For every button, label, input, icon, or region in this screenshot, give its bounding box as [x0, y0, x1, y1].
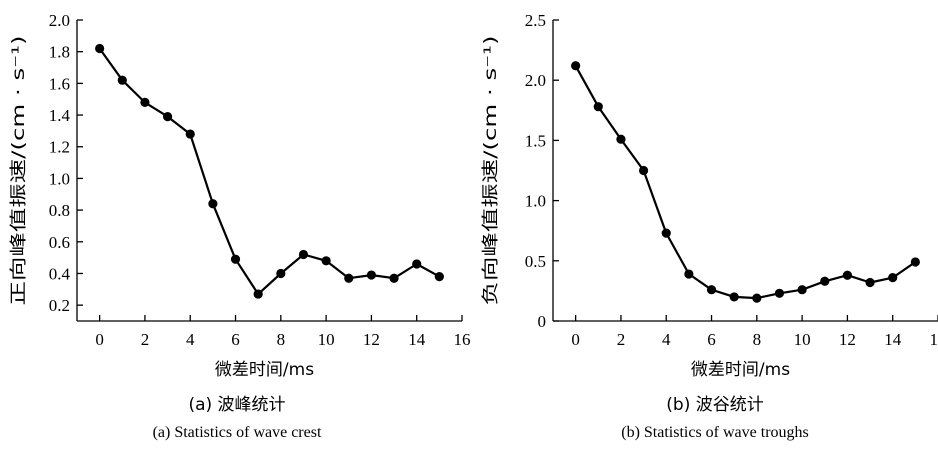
y-tick-label: 1.6 — [49, 74, 70, 93]
y-tick-label: 1.0 — [525, 192, 546, 211]
y-tick-label: 1.2 — [49, 138, 70, 157]
y-tick-label: 0.5 — [525, 252, 546, 271]
x-tick-label: 6 — [707, 330, 716, 349]
y-tick-label: 0.4 — [49, 264, 71, 283]
x-tick-label: 6 — [231, 330, 240, 349]
x-tick-label: 8 — [753, 330, 762, 349]
data-point — [389, 273, 399, 283]
y-tick-label: 0 — [538, 312, 547, 331]
y-tick-label: 1.5 — [525, 131, 546, 150]
y-tick-label: 1.4 — [49, 106, 71, 125]
data-point — [616, 134, 626, 144]
y-tick-label: 2.0 — [49, 11, 70, 30]
y-tick-label: 2.0 — [525, 71, 546, 90]
panel-wave-crest: 0.2 0.4 0.6 0.8 1.0 1.2 1.4 1.6 1.8 2.0 0 2 4 6 8 10 12 1… — [9, 11, 471, 441]
data-point — [117, 75, 127, 85]
x-tick-label: 10 — [318, 330, 335, 349]
data-point — [298, 249, 309, 260]
data-point — [593, 102, 603, 112]
data-point — [162, 112, 173, 122]
data-point — [434, 272, 444, 282]
x-tick-label: 14 — [884, 330, 902, 349]
y-tick-label: 0.8 — [49, 201, 70, 220]
data-point — [684, 269, 694, 279]
x-tick-label: 8 — [277, 330, 286, 349]
x-tick-label: 12 — [363, 330, 380, 349]
data-point — [185, 129, 195, 139]
data-point — [706, 285, 717, 295]
data-point — [366, 270, 377, 280]
data-point — [820, 276, 830, 286]
x-tick-label: 0 — [95, 330, 104, 349]
caption-cn: (a) 波峰统计 — [188, 395, 285, 415]
data-point — [661, 228, 671, 238]
x-tick-label: 14 — [408, 330, 426, 349]
x-axis-label: 微差时间/ms — [691, 360, 790, 380]
data-point — [638, 165, 649, 176]
y-axis-label: 负向峰值振速/(cm · s⁻¹) — [481, 36, 501, 306]
data-point — [842, 270, 853, 280]
y-tick-label: 1.0 — [49, 169, 70, 188]
data-point — [865, 277, 875, 288]
y-tick-label: 0.6 — [49, 233, 70, 252]
data-point — [140, 97, 150, 107]
x-tick-label: 16 — [930, 330, 938, 349]
data-point — [95, 43, 105, 54]
x-tick-label: 16 — [454, 330, 471, 349]
data-point — [344, 273, 354, 283]
x-tick-label: 10 — [794, 330, 811, 349]
data-point — [774, 288, 785, 298]
y-tick-label: 0.2 — [49, 296, 70, 315]
data-point — [276, 268, 286, 279]
data-point — [412, 259, 422, 269]
y-tick-label: 2.5 — [525, 11, 546, 30]
data-point — [571, 61, 581, 71]
data-point — [208, 199, 218, 209]
y-axis-label: 正向峰值振速/(cm · s⁻¹) — [9, 36, 29, 306]
caption-cn: (b) 波谷统计 — [666, 395, 763, 415]
x-axis-label: 微差时间/ms — [215, 360, 314, 380]
data-point — [910, 257, 920, 267]
x-tick-label: 4 — [186, 330, 195, 349]
panel-wave-troughs: 0 0.5 1.0 1.5 2.0 2.5 0 2 4 6 8 10 12 14 16 微差时间/ms 负向峰值… — [481, 11, 938, 441]
y-tick-label: 1.8 — [49, 43, 70, 62]
data-point — [752, 293, 762, 303]
data-point — [729, 292, 739, 302]
data-point — [230, 254, 241, 264]
caption-en: (b) Statistics of wave troughs — [621, 424, 809, 441]
data-point — [321, 256, 331, 266]
data-point — [888, 273, 898, 283]
caption-en: (a) Statistics of wave crest — [153, 424, 322, 441]
x-tick-label: 2 — [141, 330, 150, 349]
x-tick-label: 4 — [662, 330, 671, 349]
data-point — [797, 285, 807, 295]
x-tick-label: 2 — [617, 330, 626, 349]
series-line — [98, 47, 440, 296]
x-tick-label: 12 — [839, 330, 856, 349]
data-point — [253, 289, 263, 299]
x-tick-label: 0 — [571, 330, 580, 349]
series-line — [574, 65, 917, 300]
